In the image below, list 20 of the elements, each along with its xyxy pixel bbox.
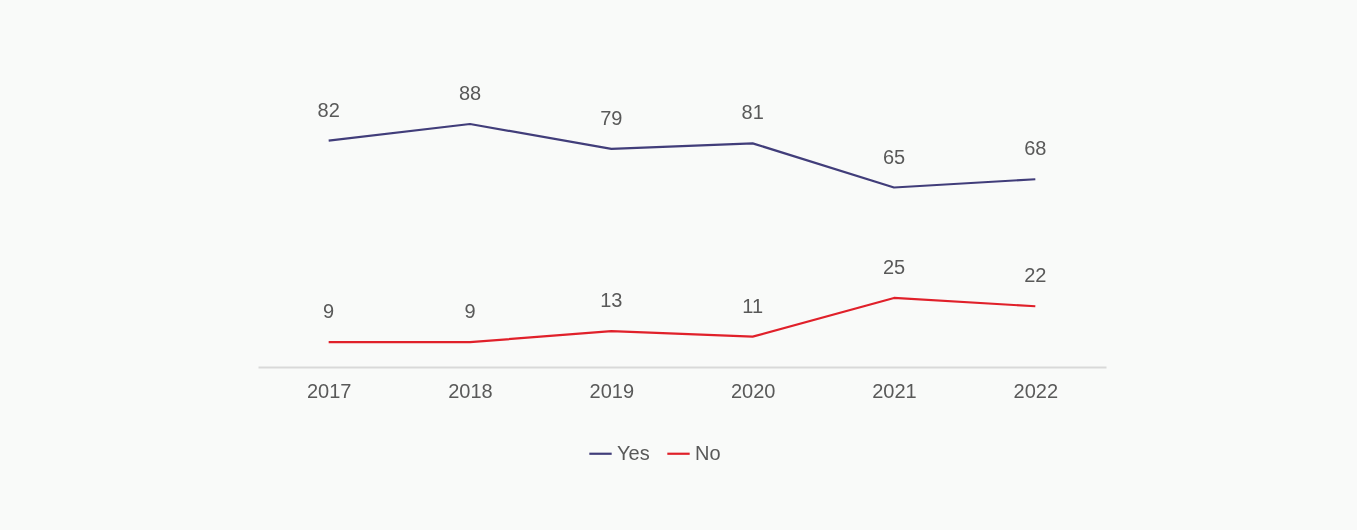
legend-label: Yes: [617, 441, 650, 464]
data-label: 13: [600, 289, 623, 312]
x-tick-label: 2018: [448, 379, 493, 402]
data-label: 88: [458, 82, 482, 104]
legend-label: No: [695, 441, 721, 464]
x-tick-label: 2020: [730, 379, 776, 402]
x-tick-label: 2017: [306, 379, 352, 402]
x-tick-label: 2021: [872, 379, 917, 402]
data-label: 68: [1024, 137, 1047, 160]
data-label: 9: [464, 300, 476, 323]
data-label: 82: [317, 98, 340, 121]
data-label: 25: [882, 255, 906, 278]
data-label: 22: [1024, 264, 1047, 287]
x-tick-label: 2022: [1013, 379, 1059, 402]
data-label: 11: [742, 294, 764, 317]
data-label: 65: [882, 145, 906, 168]
data-label: 9: [323, 300, 335, 323]
x-tick-label: 2019: [589, 379, 635, 402]
data-label: 81: [741, 101, 764, 124]
data-label: 79: [600, 106, 623, 129]
